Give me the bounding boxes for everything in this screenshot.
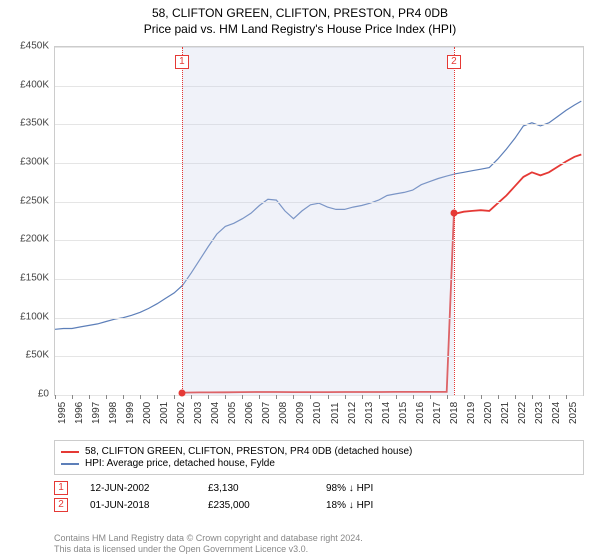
- series-point: [178, 389, 185, 396]
- y-axis-label: £150K: [5, 273, 49, 284]
- x-axis-label: 2017: [432, 402, 443, 424]
- x-axis-label: 2018: [449, 402, 460, 424]
- x-axis-label: 2025: [568, 402, 579, 424]
- x-axis-label: 1995: [57, 402, 68, 424]
- y-axis-label: £450K: [5, 41, 49, 52]
- x-axis-label: 2015: [398, 402, 409, 424]
- chart-title-line2: Price paid vs. HM Land Registry's House …: [0, 22, 600, 38]
- footer-line2: This data is licensed under the Open Gov…: [54, 544, 308, 554]
- chart-marker-2: 2: [447, 55, 461, 69]
- x-axis-label: 2009: [295, 402, 306, 424]
- y-axis-label: £300K: [5, 157, 49, 168]
- footer-line1: Contains HM Land Registry data © Crown c…: [54, 533, 363, 543]
- y-axis-label: £200K: [5, 234, 49, 245]
- x-axis-label: 2022: [517, 402, 528, 424]
- chart-title-line1: 58, CLIFTON GREEN, CLIFTON, PRESTON, PR4…: [0, 6, 600, 22]
- x-axis-label: 2006: [244, 402, 255, 424]
- legend: 58, CLIFTON GREEN, CLIFTON, PRESTON, PR4…: [54, 440, 584, 475]
- x-axis-label: 2004: [210, 402, 221, 424]
- x-axis-label: 2002: [176, 402, 187, 424]
- y-axis-label: £250K: [5, 195, 49, 206]
- x-axis-label: 2001: [159, 402, 170, 424]
- note-row-2: 201-JUN-2018£235,00018% ↓ HPI: [54, 498, 584, 512]
- marker-notes: 112-JUN-2002£3,13098% ↓ HPI 201-JUN-2018£…: [54, 478, 584, 515]
- x-axis-label: 2012: [347, 402, 358, 424]
- x-axis-label: 2020: [483, 402, 494, 424]
- y-axis-label: £100K: [5, 311, 49, 322]
- x-axis-label: 2019: [466, 402, 477, 424]
- x-axis-label: 2010: [312, 402, 323, 424]
- y-axis-label: £0: [5, 389, 49, 400]
- x-axis-label: 1996: [74, 402, 85, 424]
- y-axis-label: £400K: [5, 79, 49, 90]
- x-axis-label: 1999: [125, 402, 136, 424]
- x-axis-label: 1998: [108, 402, 119, 424]
- x-axis-label: 2024: [551, 402, 562, 424]
- y-axis-label: £50K: [5, 350, 49, 361]
- x-axis-label: 2005: [227, 402, 238, 424]
- x-axis-label: 2000: [142, 402, 153, 424]
- x-axis-label: 2023: [534, 402, 545, 424]
- chart-plot-area: 12: [54, 46, 584, 396]
- legend-item: 58, CLIFTON GREEN, CLIFTON, PRESTON, PR4…: [61, 446, 577, 457]
- footer-attribution: Contains HM Land Registry data © Crown c…: [54, 533, 584, 556]
- x-axis-label: 2011: [330, 402, 341, 424]
- x-axis-label: 2007: [261, 402, 272, 424]
- x-axis-label: 1997: [91, 402, 102, 424]
- note-row-1: 112-JUN-2002£3,13098% ↓ HPI: [54, 481, 584, 495]
- legend-item: HPI: Average price, detached house, Fyld…: [61, 458, 577, 469]
- x-axis-label: 2003: [193, 402, 204, 424]
- series-point: [450, 210, 457, 217]
- chart-marker-1: 1: [175, 55, 189, 69]
- x-axis-label: 2014: [381, 402, 392, 424]
- x-axis-label: 2013: [364, 402, 375, 424]
- x-axis-label: 2008: [278, 402, 289, 424]
- x-axis-label: 2016: [415, 402, 426, 424]
- x-axis-label: 2021: [500, 402, 511, 424]
- y-axis-label: £350K: [5, 118, 49, 129]
